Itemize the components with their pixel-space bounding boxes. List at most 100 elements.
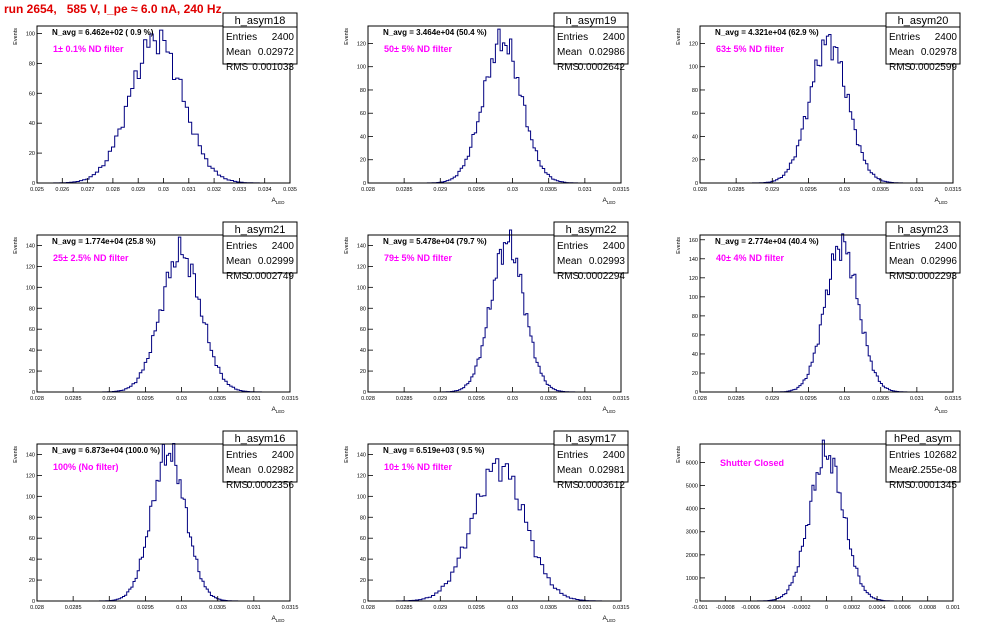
navg-label: N_avg = 3.464e+04 (50.4 %) — [383, 28, 487, 37]
x-tick-label: 0.032 — [207, 187, 221, 193]
filter-annotation: Shutter Closed — [720, 458, 784, 468]
y-tick-label: 6000 — [686, 460, 698, 466]
y-tick-label: 100 — [26, 31, 35, 37]
y-tick-label: 0 — [32, 181, 35, 187]
stats-value: 2400 — [935, 241, 958, 252]
y-tick-label: 100 — [357, 65, 366, 71]
stats-label: Mean — [889, 256, 914, 267]
stats-box — [222, 430, 298, 483]
filter-annotation: 25± 2.5% ND filter — [53, 253, 129, 263]
x-tick-label: 0.03 — [507, 187, 518, 193]
stats-title: h_asym19 — [566, 15, 617, 27]
x-tick-label: 0.0285 — [396, 605, 413, 611]
y-tick-label: 80 — [692, 88, 698, 94]
x-tick-label: 0.0305 — [209, 396, 226, 402]
x-tick-label: 0.028 — [693, 187, 707, 193]
y-tick-label: 140 — [26, 243, 35, 249]
y-tick-label: 40 — [360, 348, 366, 354]
x-tick-label: 0.031 — [247, 396, 261, 402]
stats-box — [885, 430, 961, 483]
stats-title: h_asym22 — [566, 224, 617, 236]
histogram-panel-h_asym21: 0.028 0.0285 0.029 0.0295 0.03 0.0305 0.031 0.0… — [13, 221, 298, 414]
x-tick-label: 0.025 — [30, 187, 44, 193]
y-tick-label: 60 — [692, 111, 698, 117]
histogram-curve — [95, 236, 267, 393]
x-tick-label: 0.0285 — [728, 187, 745, 193]
stats-title: h_asym20 — [898, 15, 949, 27]
x-tick-label: 0.0004 — [869, 605, 886, 611]
x-tick-label: 0.0305 — [872, 187, 889, 193]
run-title: run 2654, 585 V, I_pe ≈ 6.0 nA, 240 Hz — [4, 2, 222, 16]
x-tick-label: 0.028 — [106, 187, 120, 193]
histogram-panel-hPed_asym: -0.001 -0.0008 -0.0006 -0.0004 -0.0002 0 0.000… — [676, 430, 961, 611]
y-tick-label: 60 — [360, 111, 366, 117]
filter-annotation: 63± 5% ND filter — [716, 44, 784, 54]
stats-label: Mean — [557, 47, 582, 58]
x-tick-label: 0.034 — [258, 187, 272, 193]
stats-box — [553, 221, 629, 274]
y-tick-label: 80 — [29, 61, 35, 67]
y-tick-label: 5000 — [686, 484, 698, 490]
stats-value: 0.0001345 — [910, 480, 958, 491]
stats-value: 2400 — [272, 32, 295, 43]
y-tick-label: 40 — [360, 134, 366, 140]
stats-box — [885, 221, 961, 274]
x-tick-label: 0.0315 — [282, 605, 299, 611]
y-tick-label: 100 — [357, 285, 366, 291]
stats-value: 0.02999 — [258, 256, 295, 267]
x-tick-label: 0.033 — [233, 187, 247, 193]
stats-value: 0.02996 — [921, 256, 958, 267]
stats-box — [885, 12, 961, 65]
stats-value: 0.0002599 — [910, 62, 958, 73]
y-axis-title: Events — [344, 446, 350, 463]
stats-value: 102682 — [924, 450, 958, 461]
y-tick-label: 120 — [357, 473, 366, 479]
y-tick-label: 20 — [29, 369, 35, 375]
stats-label: Entries — [226, 241, 257, 252]
histogram-panel-h_asym18: 0.025 0.026 0.027 0.028 0.029 0.03 0.031 0.032 0… — [13, 12, 298, 205]
y-tick-label: 0 — [363, 181, 366, 187]
navg-label: N_avg = 6.873e+04 (100.0 %) — [52, 446, 160, 455]
y-axis-title: Events — [676, 446, 682, 463]
stats-value: 0.0002749 — [247, 271, 295, 282]
y-tick-label: 80 — [692, 314, 698, 320]
stats-label: RMS — [889, 62, 912, 73]
x-tick-label: 0.0006 — [894, 605, 911, 611]
stats-value: 0.02972 — [258, 47, 295, 58]
histogram-panel-h_asym19: 0.028 0.0285 0.029 0.0295 0.03 0.0305 0.031 0.0… — [344, 12, 629, 205]
y-tick-label: 100 — [689, 65, 698, 71]
stats-value: 0.0002293 — [910, 271, 958, 282]
stats-value: 2400 — [272, 241, 295, 252]
x-tick-label: 0.029 — [131, 187, 145, 193]
y-tick-label: 0 — [363, 390, 366, 396]
x-tick-label: 0.029 — [433, 187, 447, 193]
y-tick-label: 140 — [357, 452, 366, 458]
y-tick-label: 4000 — [686, 507, 698, 513]
x-tick-label: -0.0002 — [792, 605, 811, 611]
stats-label: RMS — [557, 480, 580, 491]
y-tick-label: 20 — [360, 158, 366, 164]
y-tick-label: 20 — [29, 151, 35, 157]
stats-label: Entries — [889, 450, 920, 461]
x-tick-label: 0.028 — [30, 605, 44, 611]
stats-label: RMS — [557, 271, 580, 282]
y-tick-label: 0 — [695, 599, 698, 605]
stats-label: Entries — [557, 32, 588, 43]
y-tick-label: 40 — [692, 352, 698, 358]
x-tick-label: 0.031 — [910, 187, 924, 193]
stats-value: 2400 — [935, 32, 958, 43]
stats-value: 2400 — [603, 241, 626, 252]
stats-value: 0.0002642 — [578, 62, 626, 73]
y-tick-label: 60 — [29, 91, 35, 97]
x-tick-label: 0.0295 — [800, 187, 817, 193]
stats-label: Mean — [557, 465, 582, 476]
stats-box — [553, 12, 629, 65]
y-tick-label: 60 — [692, 333, 698, 339]
y-tick-label: 140 — [689, 257, 698, 263]
stats-label: RMS — [557, 62, 580, 73]
histogram-panel-h_asym20: 0.028 0.0285 0.029 0.0295 0.03 0.0305 0.031 0.0… — [676, 12, 961, 205]
y-tick-label: 3000 — [686, 530, 698, 536]
filter-annotation: 10± 1% ND filter — [384, 462, 452, 472]
stats-value: 0.02986 — [589, 47, 626, 58]
